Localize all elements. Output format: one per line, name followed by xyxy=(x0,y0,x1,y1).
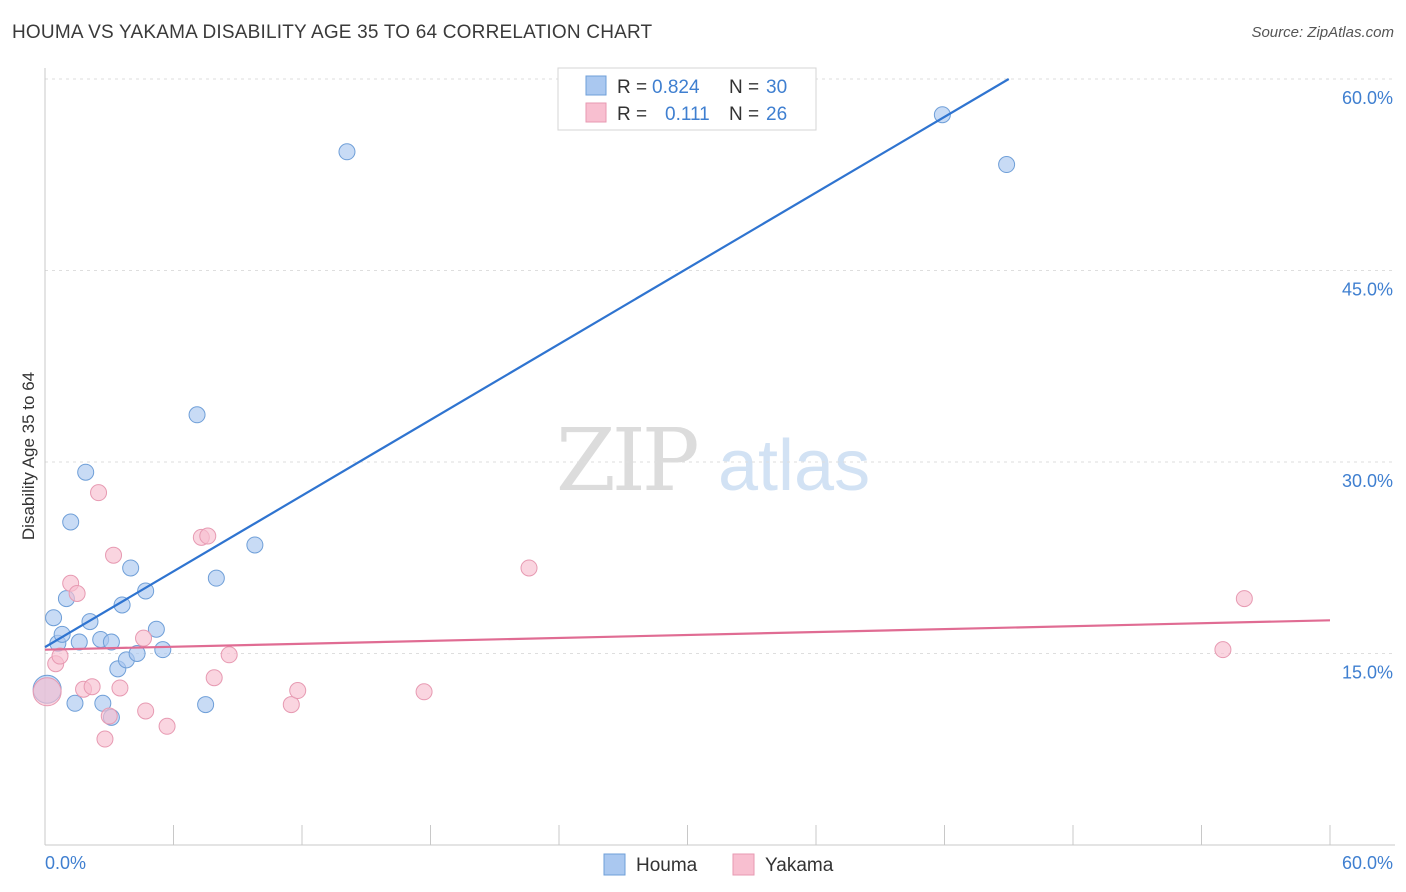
x-tick-label-min: 0.0% xyxy=(45,853,86,873)
y-tick-label: 60.0% xyxy=(1342,88,1393,108)
yakama-trend-line xyxy=(44,619,1331,651)
houma-point xyxy=(102,633,120,651)
houma-point xyxy=(197,696,215,714)
yakama-point xyxy=(220,646,238,664)
houma-n-value: 30 xyxy=(766,77,787,98)
y-tick-label: 30.0% xyxy=(1342,471,1393,491)
watermark: ZIP atlas xyxy=(556,411,870,511)
houma-point xyxy=(137,582,155,600)
yakama-point xyxy=(282,696,300,714)
houma-point xyxy=(128,645,146,662)
yakama-point xyxy=(100,707,118,725)
yakama-point xyxy=(289,682,307,700)
yakama-point xyxy=(520,559,538,577)
svg-text:atlas: atlas xyxy=(718,426,870,506)
yakama-point xyxy=(83,678,101,696)
houma-swatch xyxy=(585,75,607,96)
yakama-point xyxy=(96,730,114,748)
legend-yakama-label: Yakama xyxy=(765,855,834,876)
yakama-point xyxy=(111,679,129,697)
y-tick-labels: 15.0% 30.0% 45.0% 60.0% xyxy=(1342,88,1393,683)
series-legend: Houma Yakama xyxy=(603,853,834,876)
houma-trend-line xyxy=(44,78,1010,649)
y-axis-label: Disability Age 35 to 64 xyxy=(19,372,38,540)
x-tick-label-max: 60.0% xyxy=(1342,853,1393,873)
legend-yakama-swatch xyxy=(732,853,755,876)
houma-point xyxy=(77,463,95,481)
yakama-n-label: N = xyxy=(729,104,759,125)
stats-legend: R = 0.824 N = 30 R = 0.111 N = 26 xyxy=(557,67,817,131)
houma-point xyxy=(62,513,80,531)
yakama-point xyxy=(205,669,223,687)
yakama-point xyxy=(158,717,176,735)
yakama-r-value: 0.111 xyxy=(665,104,710,125)
x-ticks xyxy=(44,825,1331,845)
yakama-point xyxy=(137,702,155,720)
chart-title: HOUMA VS YAKAMA DISABILITY AGE 35 TO 64 … xyxy=(12,22,653,43)
houma-point xyxy=(45,609,63,627)
y-tick-label: 15.0% xyxy=(1342,663,1393,683)
yakama-point xyxy=(1214,641,1232,659)
houma-point xyxy=(66,694,84,712)
houma-r-label: R = xyxy=(617,77,647,98)
houma-point xyxy=(188,406,206,424)
yakama-point xyxy=(51,647,69,665)
houma-point xyxy=(207,569,225,587)
yakama-point xyxy=(32,677,62,707)
trend-lines xyxy=(44,78,1331,651)
yakama-point xyxy=(135,629,153,647)
yakama-point xyxy=(1235,590,1253,608)
houma-point xyxy=(998,156,1016,174)
source-label: Source: ZipAtlas.com xyxy=(1251,24,1394,41)
houma-point xyxy=(246,536,264,554)
houma-point xyxy=(154,641,172,659)
houma-n-label: N = xyxy=(729,77,759,98)
svg-text:ZIP: ZIP xyxy=(556,411,697,511)
houma-point xyxy=(122,559,140,577)
houma-point xyxy=(70,633,88,651)
yakama-n-value: 26 xyxy=(766,104,787,125)
houma-point xyxy=(147,620,165,638)
legend-houma-label: Houma xyxy=(636,855,698,876)
yakama-point xyxy=(105,546,123,564)
yakama-point xyxy=(90,484,108,502)
houma-point xyxy=(338,143,356,161)
yakama-point xyxy=(415,683,433,701)
y-tick-label: 45.0% xyxy=(1342,280,1393,300)
gridlines xyxy=(45,78,1395,654)
yakama-point xyxy=(68,584,86,602)
houma-point xyxy=(933,106,951,124)
yakama-point xyxy=(199,527,217,545)
data-points xyxy=(32,106,1253,748)
yakama-r-label: R = xyxy=(617,104,647,125)
houma-r-value: 0.824 xyxy=(652,77,700,98)
legend-houma-swatch xyxy=(603,853,626,876)
houma-point xyxy=(113,596,131,614)
yakama-swatch xyxy=(585,102,607,123)
